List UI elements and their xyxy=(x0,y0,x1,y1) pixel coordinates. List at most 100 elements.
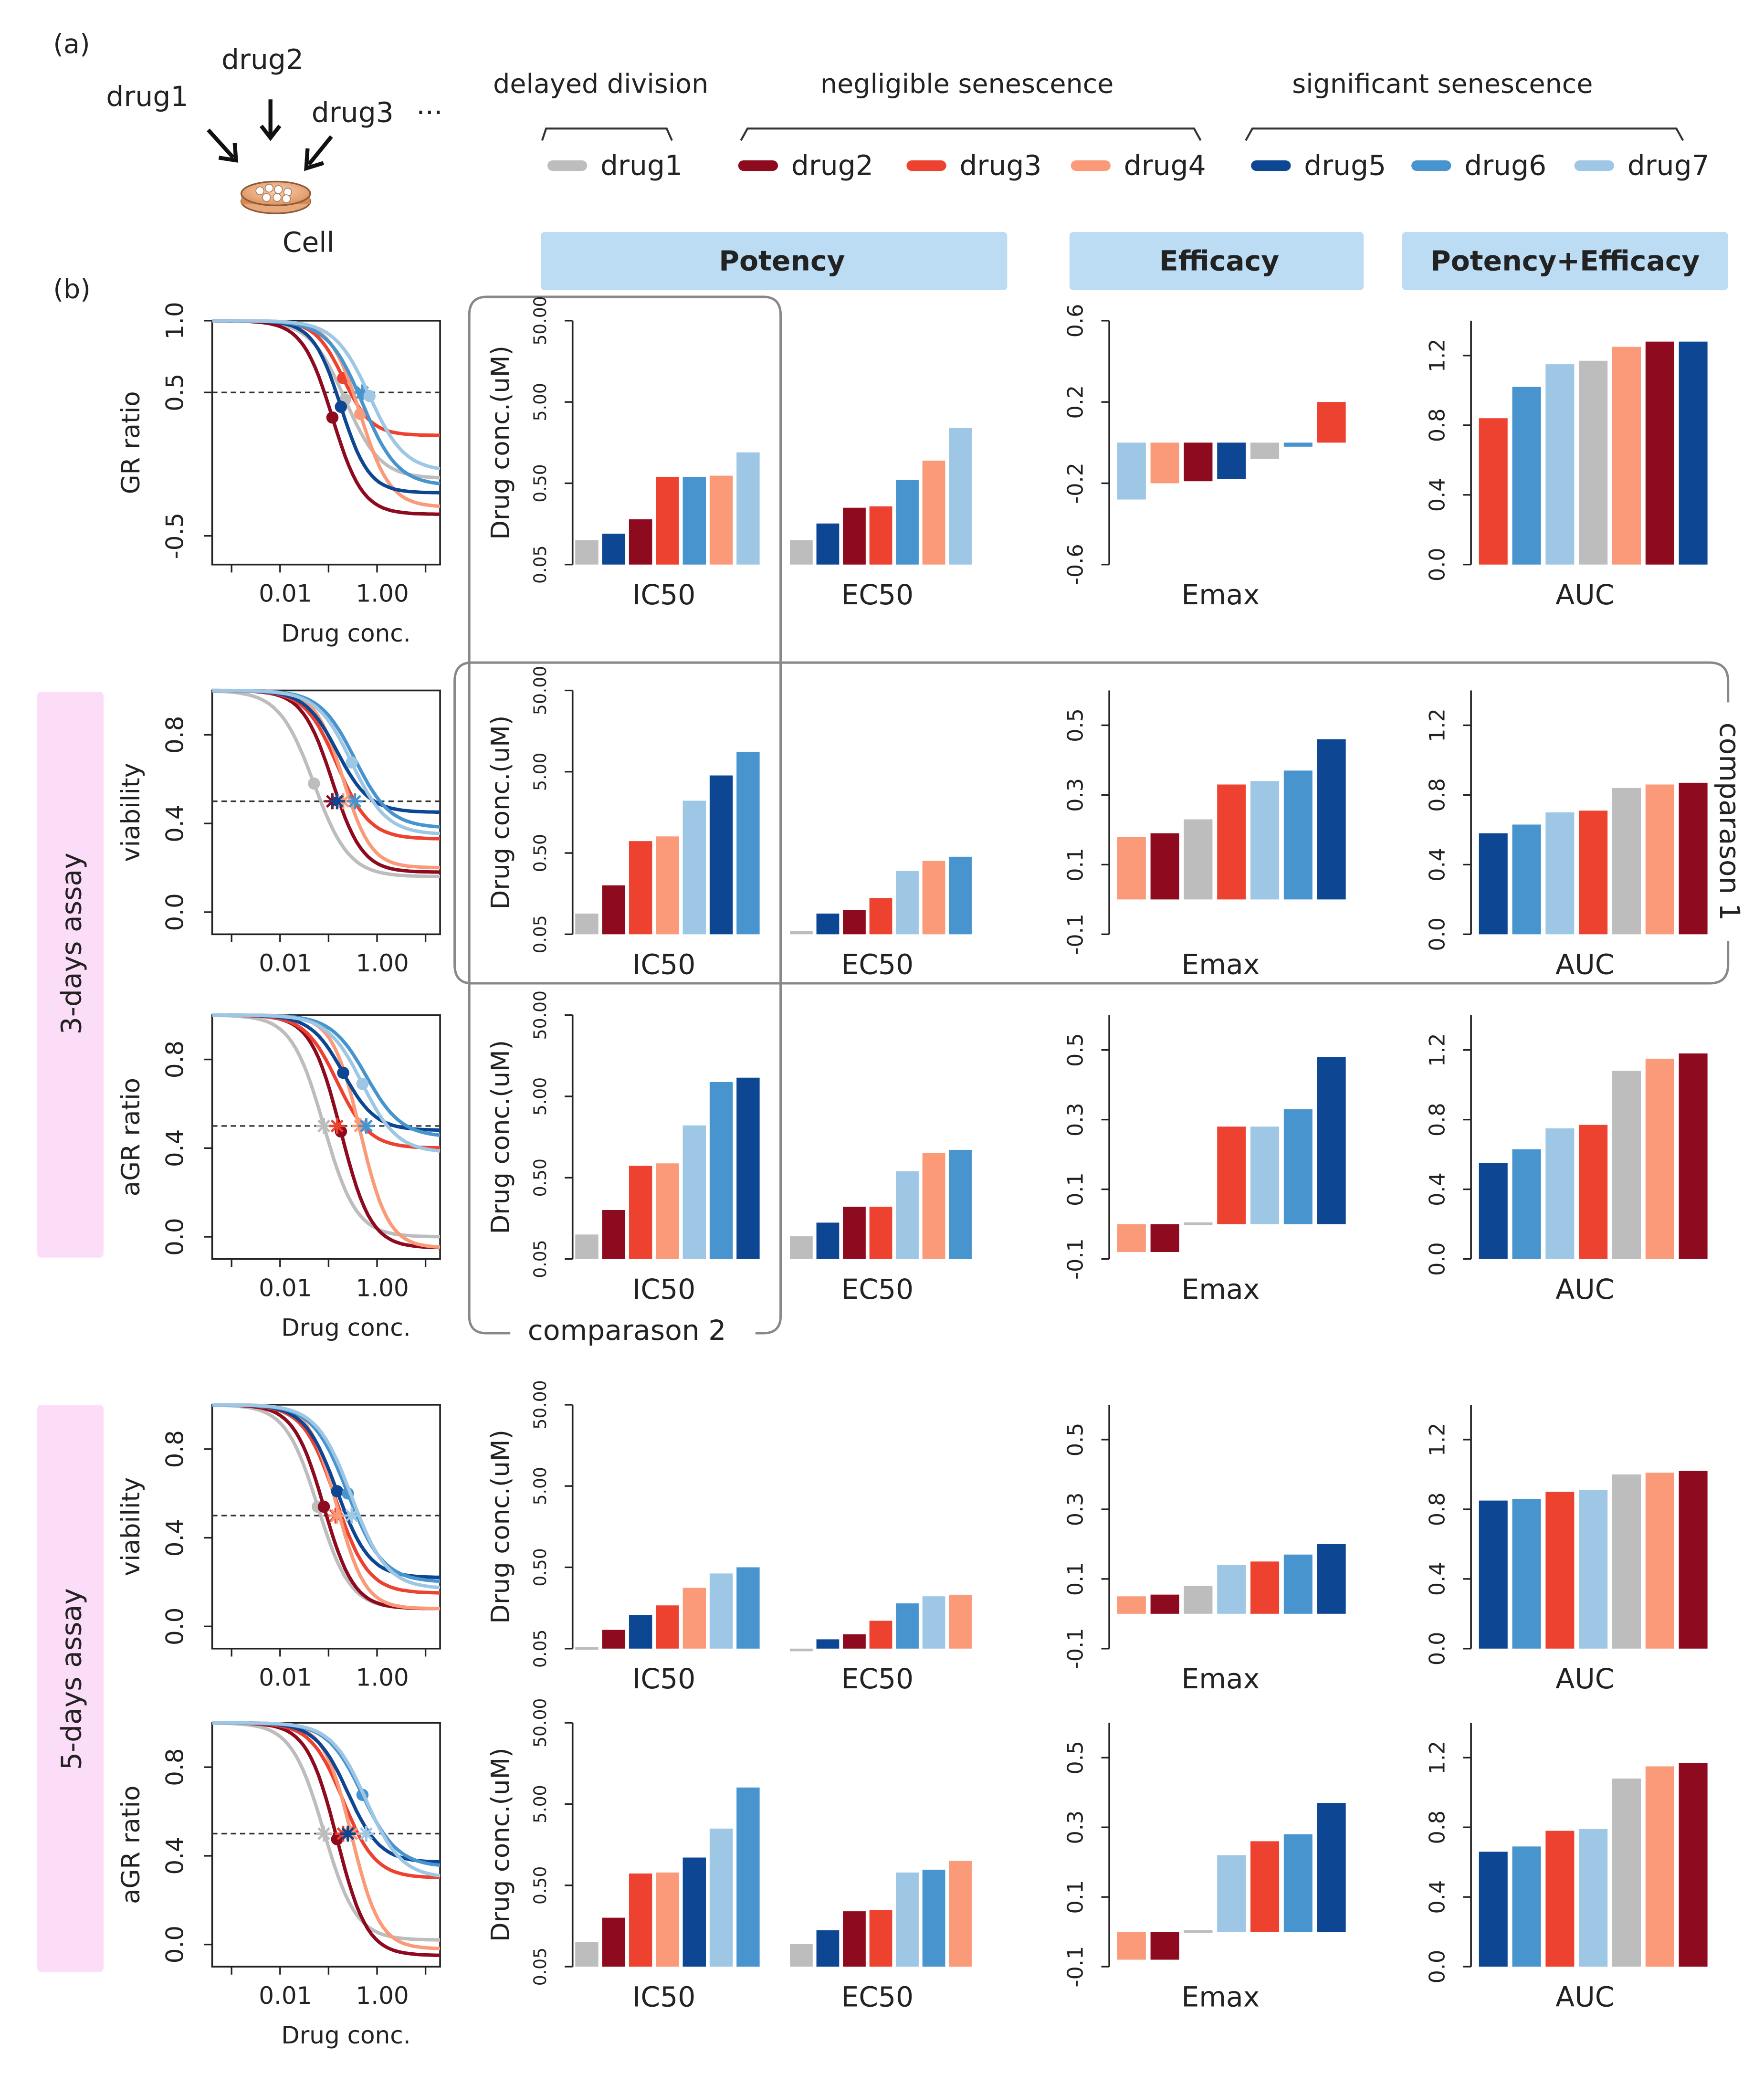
y-tick-label: 0.4 xyxy=(161,1519,189,1557)
header-efficacy-box xyxy=(1069,232,1364,291)
chart-emax-row1: -0.1 0.1 0.3 0.5 Emax xyxy=(1064,690,1346,981)
ic50-star-drug4 xyxy=(329,1507,345,1524)
bar-drug6 xyxy=(736,751,760,935)
bar-drug3 xyxy=(1545,1492,1575,1649)
legend-swatch xyxy=(1411,160,1451,171)
column-headers: Potency Efficacy Potency+Efficacy xyxy=(541,232,1728,291)
legend: delayed division negligible senescence s… xyxy=(493,68,1710,181)
comparison-2-box xyxy=(468,295,782,1335)
y-tick-label: 0.2 xyxy=(1064,385,1088,419)
ec50-marker-drug1 xyxy=(308,777,320,790)
x-tick-label: 1.00 xyxy=(356,579,409,607)
bar-drug6 xyxy=(949,856,972,935)
chart-emax-row4: -0.1 0.1 0.3 0.5 Emax xyxy=(1064,1723,1346,2013)
chart-emax-row2: -0.1 0.1 0.3 0.5 Emax xyxy=(1064,1015,1346,1305)
ec50-marker-drug5 xyxy=(331,1485,344,1497)
y-tick-label: 0.4 xyxy=(161,1837,189,1874)
bar-drug5 xyxy=(816,523,840,565)
bar-drug6 xyxy=(949,1149,972,1259)
chart-auc-row3: 0.0 0.4 0.8 1.2 AUC xyxy=(1426,1404,1708,1695)
legend-item-drug5: drug5 xyxy=(1251,149,1386,181)
y-tick-label: -0.2 xyxy=(1064,463,1088,504)
petri-dish-icon xyxy=(240,180,311,214)
ic50-star-drug7 xyxy=(344,1507,360,1524)
chart-ec50-row3: EC50 xyxy=(790,1594,972,1695)
bar-drug3 xyxy=(656,1605,679,1649)
bar-drug7 xyxy=(682,1125,706,1259)
panel-label-b: (b) xyxy=(53,274,91,305)
y-tick-label: 0.5 xyxy=(1064,1033,1088,1067)
group-label-significant: significant senescence xyxy=(1292,68,1593,99)
legend-swatch xyxy=(738,160,778,171)
y-tick-label: -0.1 xyxy=(1064,1628,1088,1669)
legend-item-drug1: drug1 xyxy=(547,149,682,181)
bar-drug5 xyxy=(1679,341,1708,565)
panel-label-a: (a) xyxy=(53,29,90,60)
y-tick-label: 0.8 xyxy=(1426,1493,1450,1527)
bar-drug2 xyxy=(602,1917,626,1967)
y-tick-label: 0.50 xyxy=(530,1548,550,1586)
y-axis-label: viability xyxy=(116,1477,146,1577)
x-axis-label: AUC xyxy=(1555,1980,1614,2013)
legend-label: drug5 xyxy=(1304,149,1386,181)
bar-drug4 xyxy=(1645,1473,1674,1649)
bar-drug7 xyxy=(1579,1829,1608,1967)
bar-drug3 xyxy=(1545,1831,1575,1967)
bar-drug1 xyxy=(1184,819,1213,900)
assay-5day-label: 5-days assay xyxy=(55,1588,88,1770)
chart-ic50-row0: 0.05 0.50 5.00 50.00 Drug conc.(uM) IC50 xyxy=(486,296,760,611)
chart-agr-ratio-row2: 0.0 0.4 0.8 0.01 1.00 Drug conc. aGR ratio xyxy=(116,1013,441,1342)
x-axis-label: AUC xyxy=(1555,579,1614,611)
chart-ec50-row0: EC50 xyxy=(790,428,972,611)
y-tick-label: 0.0 xyxy=(161,1608,189,1645)
y-tick-label: 0.1 xyxy=(1064,1562,1088,1596)
bar-drug6 xyxy=(1512,387,1541,565)
bar-drug3 xyxy=(869,1206,892,1259)
bar-drug5 xyxy=(1217,442,1246,479)
y-tick-label: 0.8 xyxy=(161,716,189,754)
bar-drug4 xyxy=(656,1163,679,1259)
y-tick-label: 0.05 xyxy=(530,1630,550,1668)
bar-drug5 xyxy=(736,1077,760,1259)
legend-item-drug4: drug4 xyxy=(1071,149,1206,181)
chart-emax-row3: -0.1 0.1 0.3 0.5 Emax xyxy=(1064,1404,1346,1695)
y-axis-label: aGR ratio xyxy=(116,1078,146,1196)
bar-drug7 xyxy=(709,1573,733,1649)
schematic-drug3: drug3 xyxy=(312,96,394,128)
x-axis-label: EC50 xyxy=(841,948,914,981)
y-tick-label: 1.2 xyxy=(1426,1423,1450,1457)
y-tick-label: 0.5 xyxy=(1064,1423,1088,1457)
bar-drug3 xyxy=(1250,1841,1280,1932)
bar-drug2 xyxy=(602,1630,626,1649)
bar-drug4 xyxy=(1117,836,1146,900)
chart-auc-row4: 0.0 0.4 0.8 1.2 AUC xyxy=(1426,1723,1708,2013)
ic50-star-drug7 xyxy=(358,1825,375,1842)
plot-frame xyxy=(211,1722,441,1968)
curve-drug3 xyxy=(212,1403,441,1595)
y-tick-label: -0.6 xyxy=(1064,544,1088,585)
bar-drug7 xyxy=(896,1171,919,1259)
x-tick-label: 0.01 xyxy=(259,1274,312,1302)
y-tick-label: -0.1 xyxy=(1064,1238,1088,1280)
y-axis-label: aGR ratio xyxy=(116,1786,146,1904)
bar-drug2 xyxy=(629,519,652,565)
bar-drug2 xyxy=(1150,833,1179,900)
bar-drug3 xyxy=(1250,1561,1280,1614)
bar-drug2 xyxy=(1150,1932,1179,1960)
y-tick-label: 0.1 xyxy=(1064,848,1088,882)
x-axis-label: AUC xyxy=(1555,948,1614,981)
chart-emax-row0: -0.6 -0.2 0.2 0.6 Emax xyxy=(1064,304,1346,611)
bar-drug3 xyxy=(656,476,679,565)
bar-drug1 xyxy=(790,540,813,565)
y-tick-label: -0.1 xyxy=(1064,1946,1088,1988)
y-tick-label: 0.4 xyxy=(161,804,189,842)
ec50-marker-drug7 xyxy=(363,390,376,402)
ec50-marker-drug7 xyxy=(346,756,358,769)
y-tick-label: 0.4 xyxy=(1426,1562,1450,1596)
y-tick-label: 0.0 xyxy=(161,893,189,931)
bar-drug1 xyxy=(1250,442,1280,459)
bar-drug3 xyxy=(629,1166,652,1259)
bar-drug6 xyxy=(922,1869,945,1967)
y-tick-label: 50.00 xyxy=(530,1698,550,1748)
y-tick-label: 1.2 xyxy=(1426,339,1450,373)
